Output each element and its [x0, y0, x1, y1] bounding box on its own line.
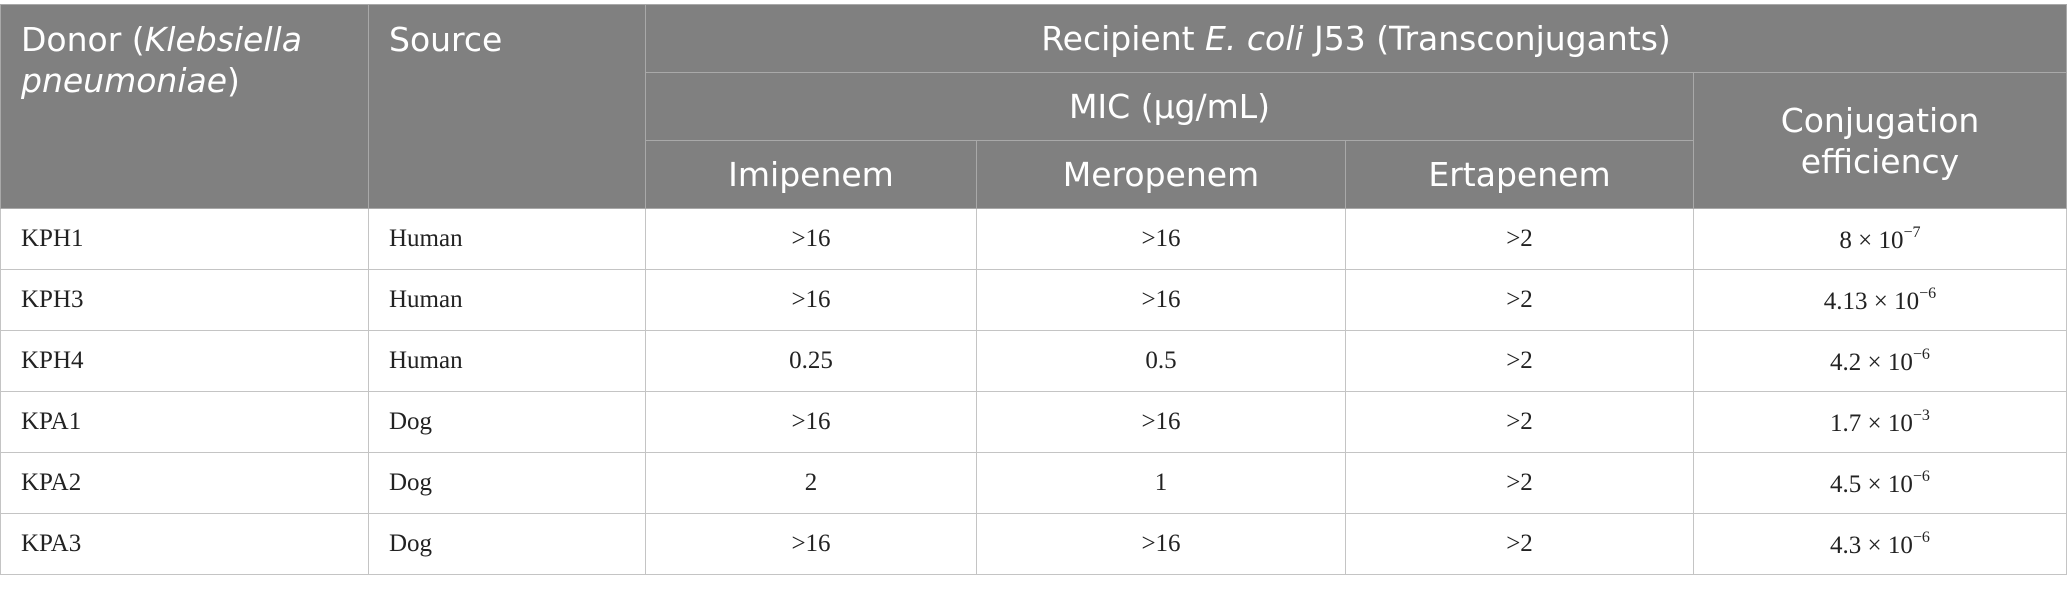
cell-meropenem: >16 [976, 391, 1346, 453]
cell-meropenem: >16 [976, 513, 1346, 575]
table-row: KPH3 Human >16 >16 >2 4.13 × 10−6 [0, 269, 2067, 331]
cell-donor: KPA3 [0, 513, 369, 575]
cell-imipenem: >16 [645, 391, 977, 453]
cell-ertapenem: >2 [1345, 452, 1694, 514]
cell-imipenem: >16 [645, 208, 977, 270]
data-table: Donor (Klebsiella pneumoniae) Source Rec… [0, 4, 2067, 575]
cell-meropenem: >16 [976, 269, 1346, 331]
cell-donor: KPA1 [0, 391, 369, 453]
table-row: KPA3 Dog >16 >16 >2 4.3 × 10−6 [0, 513, 2067, 575]
cell-ertapenem: >2 [1345, 269, 1694, 331]
cell-conjugation-efficiency: 4.5 × 10−6 [1693, 452, 2067, 514]
cell-ertapenem: >2 [1345, 208, 1694, 270]
header-meropenem: Meropenem [976, 140, 1346, 209]
cell-source: Human [368, 330, 646, 392]
cell-meropenem: 1 [976, 452, 1346, 514]
cell-ertapenem: >2 [1345, 330, 1694, 392]
cell-source: Human [368, 269, 646, 331]
cell-conjugation-efficiency: 4.2 × 10−6 [1693, 330, 2067, 392]
header-mic: MIC (μg/mL) [645, 72, 1694, 141]
cell-conjugation-efficiency: 4.13 × 10−6 [1693, 269, 2067, 331]
cell-donor: KPA2 [0, 452, 369, 514]
table-row: KPA1 Dog >16 >16 >2 1.7 × 10−3 [0, 391, 2067, 453]
cell-ertapenem: >2 [1345, 391, 1694, 453]
cell-conjugation-efficiency: 8 × 10−7 [1693, 208, 2067, 270]
cell-meropenem: >16 [976, 208, 1346, 270]
cell-imipenem: >16 [645, 269, 977, 331]
cell-imipenem: 0.25 [645, 330, 977, 392]
cell-source: Human [368, 208, 646, 270]
header-ertapenem: Ertapenem [1345, 140, 1694, 209]
header-donor: Donor (Klebsiella pneumoniae) [0, 4, 369, 209]
cell-imipenem: 2 [645, 452, 977, 514]
header-imipenem: Imipenem [645, 140, 977, 209]
cell-donor: KPH4 [0, 330, 369, 392]
cell-conjugation-efficiency: 1.7 × 10−3 [1693, 391, 2067, 453]
cell-donor: KPH3 [0, 269, 369, 331]
table-row: KPH1 Human >16 >16 >2 8 × 10−7 [0, 208, 2067, 270]
cell-source: Dog [368, 391, 646, 453]
cell-conjugation-efficiency: 4.3 × 10−6 [1693, 513, 2067, 575]
header-source: Source [368, 4, 646, 209]
cell-imipenem: >16 [645, 513, 977, 575]
table-row: KPA2 Dog 2 1 >2 4.5 × 10−6 [0, 452, 2067, 514]
cell-donor: KPH1 [0, 208, 369, 270]
cell-source: Dog [368, 452, 646, 514]
header-recipient: Recipient E. coli J53 (Transconjugants) [645, 4, 2067, 73]
cell-ertapenem: >2 [1345, 513, 1694, 575]
cell-meropenem: 0.5 [976, 330, 1346, 392]
table-row: KPH4 Human 0.25 0.5 >2 4.2 × 10−6 [0, 330, 2067, 392]
header-conjugation-efficiency: Conjugation efficiency [1693, 72, 2067, 209]
cell-source: Dog [368, 513, 646, 575]
